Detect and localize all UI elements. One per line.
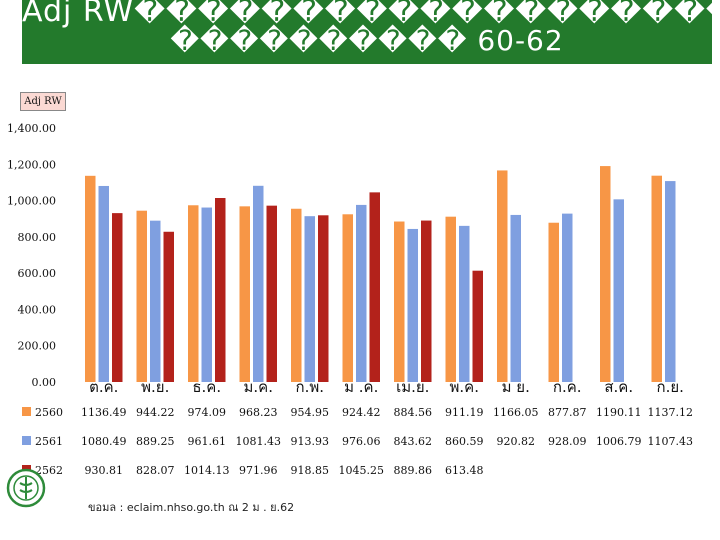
- x-category-label: ม .ค.: [344, 378, 378, 396]
- data-label: 877.87: [548, 406, 587, 419]
- data-label: 920.82: [497, 435, 536, 448]
- x-category-label: ม ย.: [502, 378, 530, 396]
- data-label: 930.81: [85, 464, 124, 477]
- bar: [150, 220, 161, 382]
- bar: [600, 166, 611, 382]
- data-label: 1190.11: [596, 406, 642, 419]
- bar: [163, 231, 174, 382]
- legend-label: 2562: [35, 464, 63, 477]
- x-category-label: ม.ค.: [244, 378, 273, 396]
- y-tick-label: 0.00: [32, 376, 57, 389]
- data-label: 911.19: [445, 406, 484, 419]
- data-label: 1006.79: [596, 435, 642, 448]
- data-label: 828.07: [136, 464, 175, 477]
- x-category-label: ส.ค.: [604, 378, 633, 396]
- data-label: 1137.12: [648, 406, 694, 419]
- data-label: 971.96: [239, 464, 278, 477]
- x-category-label: ต.ค.: [89, 378, 118, 396]
- data-label: 1045.25: [339, 464, 385, 477]
- data-label: 1136.49: [81, 406, 127, 419]
- y-tick-label: 600.00: [18, 267, 57, 280]
- data-label: 860.59: [445, 435, 484, 448]
- bar: [613, 199, 624, 382]
- data-label: 961.61: [188, 435, 227, 448]
- data-label: 843.62: [394, 435, 433, 448]
- data-label: 924.42: [342, 406, 381, 419]
- source-note: ขอมล : eclaim.nhso.go.th ณ 2 ม . ย.62: [88, 501, 295, 514]
- data-label: 889.86: [394, 464, 433, 477]
- x-category-label: ก.พ.: [295, 378, 324, 396]
- bar: [394, 221, 405, 382]
- x-category-label: ธ.ค.: [192, 378, 221, 396]
- x-category-label: ก.ค.: [553, 378, 582, 396]
- x-category-label: ก.ย.: [657, 378, 684, 396]
- bar: [665, 181, 676, 382]
- y-tick-label: 1,000.00: [7, 195, 56, 208]
- bar: [445, 216, 456, 382]
- y-tick-label: 800.00: [18, 231, 57, 244]
- data-label: 918.85: [291, 464, 330, 477]
- legend-swatch: [22, 407, 31, 416]
- x-category-label: พ.ค.: [450, 378, 479, 396]
- x-category-label: พ.ย.: [141, 378, 169, 396]
- bar: [548, 222, 559, 382]
- bar: [342, 214, 353, 382]
- bar: [112, 213, 123, 382]
- data-label: 884.56: [394, 406, 433, 419]
- bar: [291, 208, 302, 382]
- bar: [472, 270, 483, 382]
- data-label: 1014.13: [184, 464, 230, 477]
- data-label: 613.48: [445, 464, 484, 477]
- bar: [497, 170, 508, 382]
- data-label: 889.25: [136, 435, 175, 448]
- data-label: 913.93: [291, 435, 330, 448]
- bar: [239, 206, 250, 382]
- data-label: 1081.43: [236, 435, 282, 448]
- data-label: 968.23: [239, 406, 278, 419]
- data-label: 944.22: [136, 406, 175, 419]
- bar: [356, 204, 367, 382]
- data-label: 1107.43: [648, 435, 694, 448]
- bar: [85, 175, 96, 382]
- nhso-logo-icon: [6, 468, 46, 508]
- legend-label: 2561: [35, 435, 63, 448]
- bar: [304, 216, 315, 382]
- title-banner: Adj RW����������������������อละละ ������…: [22, 0, 712, 64]
- bar: [253, 185, 264, 382]
- data-label: 976.06: [342, 435, 381, 448]
- bar: [318, 215, 329, 382]
- bar: [510, 214, 521, 382]
- bar: [266, 205, 277, 382]
- bar: [188, 205, 199, 382]
- chart-title-line-1: Adj RW����������������������อละละ: [22, 0, 712, 29]
- y-tick-label: 1,400.00: [7, 122, 56, 135]
- x-category-label: เม.ย.: [396, 378, 429, 396]
- data-label: 1080.49: [81, 435, 127, 448]
- bar: [136, 210, 147, 382]
- data-label: 954.95: [291, 406, 330, 419]
- bar: [98, 185, 109, 382]
- bar: [369, 192, 380, 382]
- bar: [562, 213, 573, 382]
- bar: [407, 228, 418, 382]
- legend-label: 2560: [35, 406, 63, 419]
- data-label: 974.09: [188, 406, 227, 419]
- bar: [459, 225, 470, 382]
- y-tick-label: 1,200.00: [7, 158, 56, 171]
- bar: [651, 175, 662, 382]
- data-label: 1166.05: [493, 406, 539, 419]
- legend-swatch: [22, 436, 31, 445]
- bar: [215, 198, 226, 382]
- y-tick-label: 400.00: [18, 303, 57, 316]
- y-tick-label: 200.00: [18, 340, 57, 353]
- bar: [201, 207, 212, 382]
- bar: [421, 220, 432, 382]
- data-label: 928.09: [548, 435, 587, 448]
- chart-title-line-2: ���������� 60-62: [170, 24, 564, 57]
- y-axis-title: Adj RW: [20, 92, 66, 111]
